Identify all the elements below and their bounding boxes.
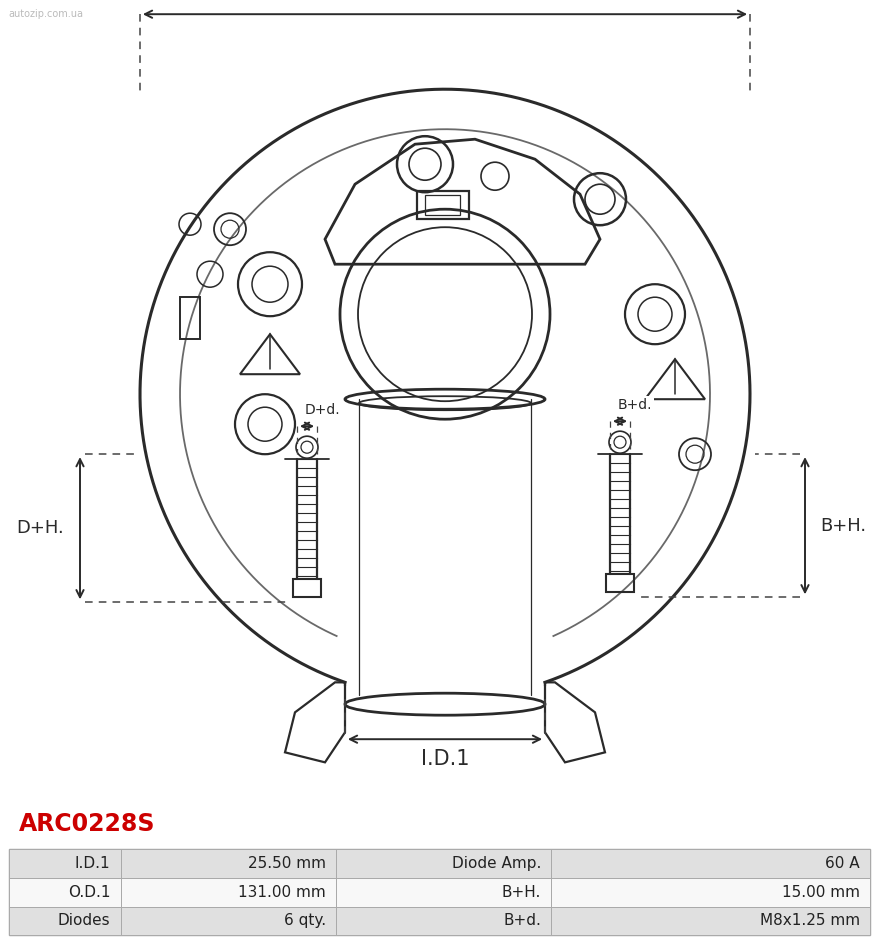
Bar [335,849,551,878]
Text: O.D.1: O.D.1 [415,0,473,2]
Bar [120,878,335,906]
Text: 131.00 mm: 131.00 mm [238,885,326,900]
Text: 15.00 mm: 15.00 mm [781,885,859,900]
Text: B+d.: B+d. [617,399,651,413]
Bar [551,878,869,906]
Bar [425,196,459,215]
Text: D+H.: D+H. [16,519,64,537]
Text: 6 qty.: 6 qty. [284,914,326,929]
Text: D+d.: D+d. [304,403,340,417]
Text: 60 A: 60 A [824,856,859,870]
Bar [9,878,120,906]
Bar [335,906,551,935]
Bar [9,906,120,935]
Bar [416,191,469,219]
Text: 25.50 mm: 25.50 mm [248,856,326,870]
Text: autozip.com.ua: autozip.com.ua [8,9,83,19]
Text: O.D.1: O.D.1 [68,885,111,900]
Bar [605,574,633,592]
Text: B+H.: B+H. [819,517,865,535]
Bar [120,849,335,878]
Bar [335,878,551,906]
Text: Diode Amp.: Diode Amp. [451,856,541,870]
Text: B+H.: B+H. [501,885,541,900]
Bar [9,849,120,878]
Bar [180,297,200,339]
Bar [551,849,869,878]
Bar [292,579,320,597]
Text: I.D.1: I.D.1 [75,856,111,870]
Text: ARC0228S: ARC0228S [19,812,155,837]
Text: M8x1.25 mm: M8x1.25 mm [759,914,859,929]
Bar [551,906,869,935]
Bar [9,849,869,935]
Text: Diodes: Diodes [58,914,111,929]
Text: I.D.1: I.D.1 [421,749,469,769]
Bar [120,906,335,935]
Text: B+d.: B+d. [503,914,541,929]
